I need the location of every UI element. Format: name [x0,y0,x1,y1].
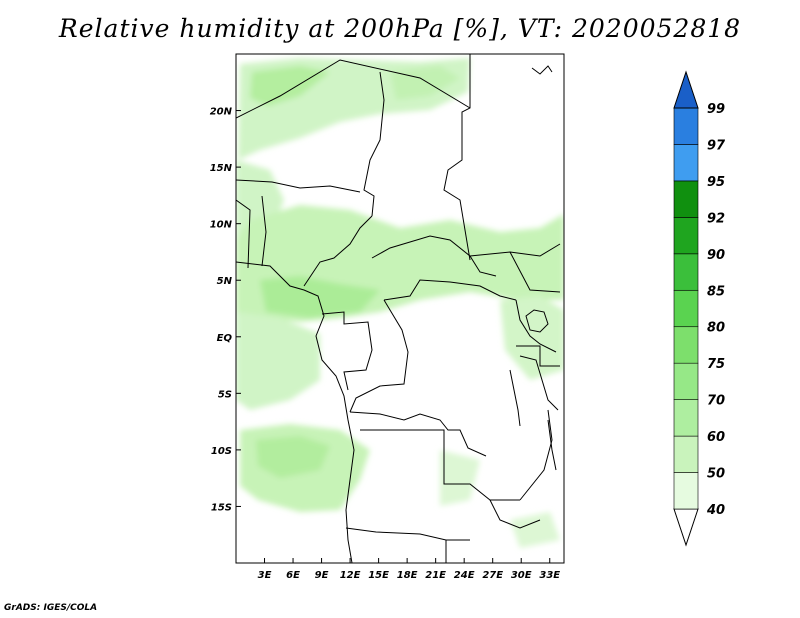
border-sudan-southsudan [469,243,561,257]
border-angola-namibia [345,527,470,541]
lat-tick-label: 10S [211,446,232,457]
red-sea-coast [531,65,553,75]
country-borders [236,54,561,563]
border-libya-egypt [443,54,471,261]
colorbar-label: 99 [707,102,725,117]
colorbar-segment [673,180,699,218]
colorbar-lower-arrow [673,508,699,547]
colorbar-segment [673,217,699,255]
border-zambia-zimbabwe [489,499,541,529]
border-chad-car [371,235,497,277]
grads-credit: GrADS: IGES/COLA [4,603,98,613]
lon-tick-label: 12E [340,570,361,581]
lon-tick-label: 15E [368,570,389,581]
colorbar-label: 85 [707,284,725,299]
border-algeria-niger [236,59,471,119]
colorbar: 40 50 60 70 75 80 85 90 92 95 97 99 [673,70,726,547]
colorbar-segment [673,144,699,182]
colorbar-segment [673,472,699,510]
colorbar-upper-arrow [673,70,699,109]
border-uganda-kenya [515,299,557,353]
colorbar-label: 60 [707,430,725,445]
humidity-region-north-inner [250,66,330,106]
lat-tick-label: 15N [210,163,233,174]
border-benin-togo [261,195,267,267]
colorbar-label: 75 [707,357,725,372]
border-angola-zambia [360,429,520,501]
lon-tick-label: 33E [539,570,560,581]
longitude-axis: 3E 6E 9E 12E 15E 18E 21E 24E 27E 30E 33E [258,558,560,581]
lon-tick-label: 3E [258,570,272,581]
lake-malawi [547,419,557,471]
border-gabon-congo [321,311,373,391]
lat-tick-label: 10N [210,220,233,231]
humidity-region-north-east [390,66,460,100]
border-nigeria-niger [236,179,361,193]
humidity-region-far-south [510,512,560,548]
lon-tick-label: 30E [511,570,532,581]
colorbar-segment [673,107,699,145]
border-drc-angola [349,411,487,457]
lat-tick-label: 5S [218,389,232,400]
colorbar-segment [673,362,699,400]
humidity-region-south-east [440,450,480,506]
lon-tick-label: 18E [397,570,418,581]
colorbar-label: 95 [707,175,725,190]
lon-tick-label: 9E [315,570,329,581]
lat-tick-label: 20N [210,107,233,118]
humidity-region-equator [236,312,320,410]
lake-tanganyika [509,369,521,427]
lon-tick-label: 6E [286,570,300,581]
border-drc-west [349,299,409,413]
colorbar-segment [673,289,699,328]
border-tanzania [519,355,559,411]
border-nigeria-cameroon [303,215,373,287]
humidity-shading [236,58,564,548]
colorbar-label: 50 [707,467,725,482]
colorbar-segment [673,435,699,473]
colorbar-label: 80 [707,321,725,336]
colorbar-label: 97 [707,138,726,153]
border-car-drc [383,279,517,301]
colorbar-label: 40 [706,503,725,518]
lat-tick-label: 5N [217,276,233,287]
lat-tick-label: 15S [211,502,232,513]
colorbar-segment [673,253,699,291]
colorbar-label: 92 [707,211,725,226]
coastline-west-africa [236,261,355,563]
humidity-region-south-core [256,436,330,478]
lake-victoria [525,309,549,333]
lon-tick-label: 24E [454,570,475,581]
border-mozambique [519,409,553,501]
border-ghana [236,199,251,269]
border-southsudan-east [509,251,561,293]
latitude-axis: 20N 15N 10N 5N EQ 5S 10S 15S [210,107,241,513]
map-frame [235,53,565,564]
lon-tick-label: 27E [482,570,503,581]
colorbar-label: 90 [707,248,725,263]
colorbar-label: 70 [707,394,725,409]
border-east-boxes [516,345,560,367]
border-chad-niger [363,71,385,217]
lat-tick-label: EQ [217,333,233,344]
colorbar-segment [673,399,699,437]
colorbar-segment [673,326,699,364]
map-title: Relative humidity at 200hPa [%], VT: 202… [58,14,742,43]
lon-tick-label: 21E [425,570,446,581]
